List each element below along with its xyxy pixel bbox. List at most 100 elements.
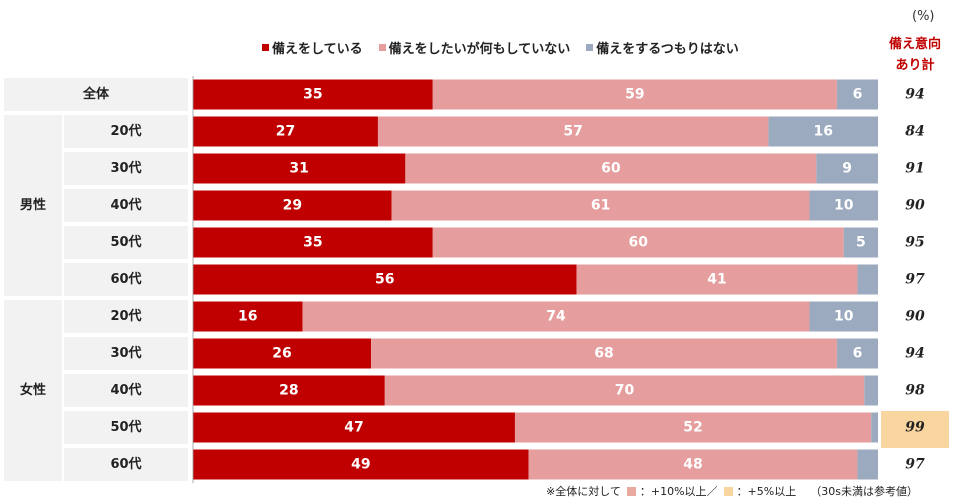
bar-segment <box>193 79 433 110</box>
bar-segment <box>871 412 878 443</box>
sum-column-header: 備え意向 あり計 <box>880 34 950 76</box>
row-label-cell <box>64 115 188 148</box>
data-label: 6 <box>853 346 863 362</box>
data-label: 28 <box>279 383 298 399</box>
row-label: 20代 <box>110 123 141 139</box>
row-label: 50代 <box>110 234 141 250</box>
data-label: 52 <box>683 420 702 436</box>
legend-label: 備えをしている <box>272 41 363 57</box>
legend-label: 備えをしたいが何もしていない <box>388 41 571 57</box>
row-label-cell <box>64 337 188 370</box>
row-label: 40代 <box>110 197 141 213</box>
data-label: 47 <box>344 420 363 436</box>
data-label: 35 <box>303 87 322 103</box>
total-value: 90 <box>905 198 925 214</box>
bar-segment <box>302 301 810 332</box>
data-label: 61 <box>591 198 610 214</box>
row-label-cell <box>4 78 188 111</box>
data-label: 48 <box>683 457 702 473</box>
row-label-cell <box>64 152 188 185</box>
footnote-swatch-5 <box>723 486 733 496</box>
row-label-cell <box>64 226 188 259</box>
footnote: ※全体に対して ：+10%以上／ ：+5%以上 （30s未満は参考値） <box>546 483 918 499</box>
group-label-cell <box>4 115 62 296</box>
data-label: 35 <box>303 235 322 251</box>
bar-segment <box>405 153 817 184</box>
bar-segment <box>816 153 878 184</box>
bar-segment <box>193 412 515 443</box>
bar-segment <box>857 264 878 295</box>
group-label: 男性 <box>20 197 46 213</box>
bar-segment <box>193 227 433 258</box>
group-label-cell <box>4 300 62 481</box>
bar-segment <box>377 116 769 147</box>
row-label: 60代 <box>110 456 141 472</box>
data-label: 60 <box>629 235 649 251</box>
row-label: 50代 <box>110 419 141 435</box>
data-label: 9 <box>842 161 852 177</box>
bar-segment <box>836 79 878 110</box>
total-value: 94 <box>905 346 924 362</box>
bar-segment <box>193 264 577 295</box>
total-value: 84 <box>905 124 924 140</box>
bar-segment <box>857 449 878 480</box>
total-value: 91 <box>905 161 924 177</box>
row-label-cell <box>64 411 188 444</box>
row-label: 60代 <box>110 271 141 287</box>
data-label: 74 <box>546 309 566 325</box>
group-label: 女性 <box>20 382 46 398</box>
legend-swatch-prepared <box>262 43 269 51</box>
bar-segment <box>391 190 810 221</box>
bar-segment <box>193 116 378 147</box>
legend-label: 備えをするつもりはない <box>596 41 739 57</box>
data-label: 60 <box>601 161 621 177</box>
bar-segment <box>432 79 837 110</box>
legend-swatch-no-intention <box>586 43 594 51</box>
sum-header-line1: 備え意向 <box>888 37 941 52</box>
legend-item-no-intention: 備えをするつもりはない <box>586 38 739 57</box>
bar-segment <box>193 301 303 332</box>
data-label: 10 <box>834 309 854 325</box>
row-label-cell <box>64 189 188 222</box>
total-value: 97 <box>905 272 925 288</box>
data-label: 5 <box>856 235 866 251</box>
legend: 備えをしている 備えをしたいが何もしていない 備えをするつもりはない <box>262 38 822 57</box>
data-label: 6 <box>853 87 863 103</box>
data-label: 29 <box>283 198 302 214</box>
row-label: 30代 <box>110 160 141 176</box>
unit-label: (%) <box>912 9 935 24</box>
bar-segment <box>576 264 858 295</box>
total-value: 99 <box>905 420 925 436</box>
bar-segment <box>193 190 392 221</box>
total-value: 98 <box>905 383 925 399</box>
data-label: 27 <box>276 124 295 140</box>
data-label: 16 <box>813 124 832 140</box>
data-label: 49 <box>351 457 370 473</box>
bar-segment <box>371 338 837 369</box>
total-value: 95 <box>905 235 924 251</box>
data-label: 26 <box>272 346 291 362</box>
bar-segment <box>193 449 529 480</box>
data-label: 57 <box>563 124 582 140</box>
row-label-cell <box>64 448 188 481</box>
bar-segment <box>843 227 878 258</box>
row-label: 30代 <box>110 345 141 361</box>
footnote-item2: ：+5%以上 <box>736 485 797 498</box>
footnote-swatch-10 <box>626 486 636 496</box>
total-value: 90 <box>905 309 925 325</box>
legend-item-want-but-not: 備えをしたいが何もしていない <box>378 38 571 57</box>
legend-swatch-want-but-not <box>378 43 386 51</box>
bar-segment <box>836 338 878 369</box>
row-label: 全体 <box>82 86 110 102</box>
row-label: 20代 <box>110 308 141 324</box>
row-label-cell <box>64 263 188 296</box>
highlight-cell <box>881 411 949 448</box>
total-value: 97 <box>905 457 925 473</box>
footnote-item1: ：+10%以上／ <box>639 485 718 498</box>
bar-segment <box>384 375 865 406</box>
bar-segment <box>768 116 878 147</box>
row-label-cell <box>64 300 188 333</box>
bar-segment <box>864 375 878 406</box>
bar-segment <box>193 338 372 369</box>
